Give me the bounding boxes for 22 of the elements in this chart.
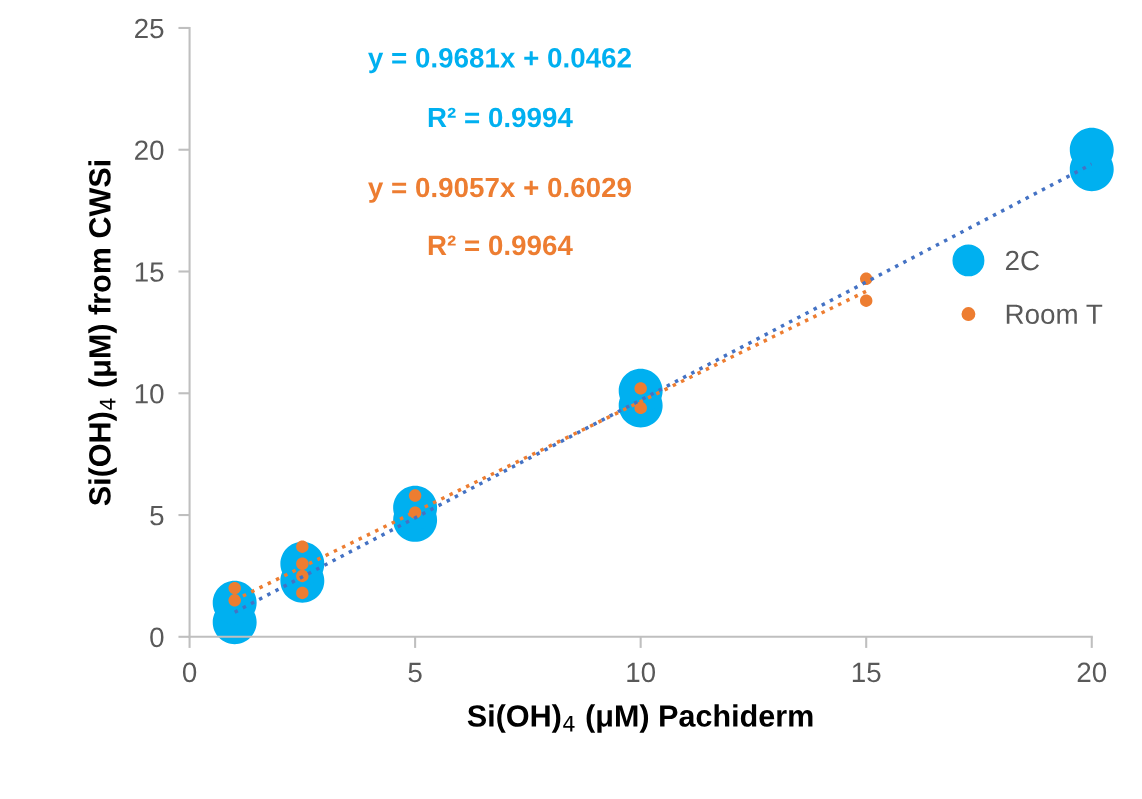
y-tick-label: 20 (135, 140, 164, 161)
y-tick-label: 15 (135, 262, 164, 282)
x-tick-label: 5 (408, 662, 422, 683)
point (860, 294, 873, 307)
y-tick-label: 25 (135, 18, 164, 39)
y-tick-label: 0 (150, 627, 164, 648)
y-axis-title: Si(OH)$_{4}$ (μM) from CWSi (88, 160, 117, 506)
annotation: y = 0.9681x + 0.0462 (368, 48, 631, 74)
annotation: y = 0.9057x + 0.6029 (368, 177, 631, 203)
legend-label: 2C (1005, 250, 1039, 271)
legend-label: Room T (1006, 304, 1103, 325)
point (296, 540, 309, 553)
annotation: R² = 0.9964 (428, 235, 573, 256)
y-tick-label: 5 (150, 505, 164, 526)
y-tick-label: 10 (135, 383, 164, 404)
annotation: R² = 0.9994 (428, 107, 573, 128)
x-axis-title: Si(OH)$_{4}$ (μM) Pachiderm (467, 704, 813, 733)
x-tick-label: 15 (852, 662, 881, 683)
x-tick-label: 0 (182, 662, 197, 683)
x-tick-label: 10 (627, 662, 656, 683)
x-tick-label: 20 (1077, 662, 1107, 683)
point (228, 581, 241, 595)
